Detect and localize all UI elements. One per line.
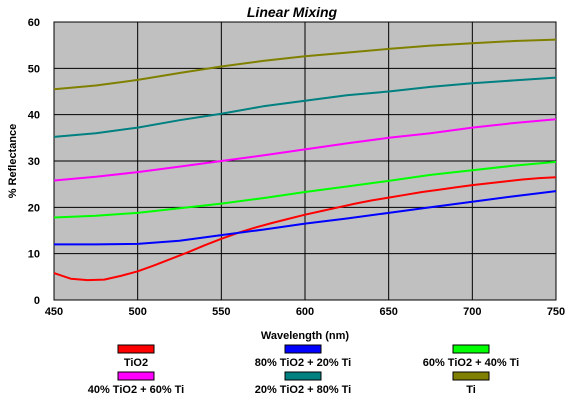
chart-title: Linear Mixing (247, 4, 338, 20)
y-tick-label: 30 (28, 156, 40, 168)
legend-label-3: 60% TiO2 + 40% Ti (423, 357, 520, 369)
legend-label-2: 80% TiO2 + 20% Ti (255, 357, 352, 369)
legend-label-1: TiO2 (124, 357, 148, 369)
axis-ticks: 450 500 550 600 650 700 750 0 10 20 30 40 50 60 (28, 17, 565, 318)
legend-label-5: 20% TiO2 + 80% Ti (255, 384, 352, 396)
series-line-6 (53, 38, 557, 91)
x-tick-label: 450 (45, 306, 63, 318)
y-tick-label: 10 (28, 249, 40, 261)
y-tick-label: 50 (28, 63, 40, 75)
x-tick-label: 750 (547, 306, 565, 318)
legend-swatch-5 (284, 371, 322, 381)
y-tick-label: 60 (28, 17, 40, 29)
legend-swatch-3 (452, 344, 490, 354)
legend-swatch-1 (117, 344, 155, 354)
series-line-4 (53, 118, 557, 182)
y-tick-label: 40 (28, 110, 40, 122)
x-tick-label: 500 (128, 306, 146, 318)
x-tick-label: 700 (463, 306, 481, 318)
x-tick-label: 550 (212, 306, 230, 318)
y-tick-label: 20 (28, 202, 40, 214)
legend-label-4: 40% TiO2 + 60% Ti (88, 384, 185, 396)
series-line-2 (54, 190, 557, 246)
series-line-5 (53, 76, 557, 138)
x-tick-label: 600 (296, 306, 314, 318)
x-axis-label: Wavelength (nm) (261, 330, 350, 342)
legend: TiO2 80% TiO2 + 20% Ti 60% TiO2 + 40% Ti 40… (88, 344, 520, 396)
legend-label-6: Ti (466, 384, 476, 396)
series-line-1 (53, 176, 557, 282)
legend-swatch-6 (452, 371, 490, 381)
legend-swatch-4 (117, 371, 155, 381)
series-layer (53, 38, 557, 282)
grid-lines (53, 21, 557, 301)
x-tick-label: 650 (379, 306, 397, 318)
y-tick-label: 0 (34, 295, 40, 307)
legend-swatch-2 (284, 344, 322, 354)
y-axis-label: % Reflectance (7, 124, 19, 199)
series-line-3 (53, 160, 557, 219)
